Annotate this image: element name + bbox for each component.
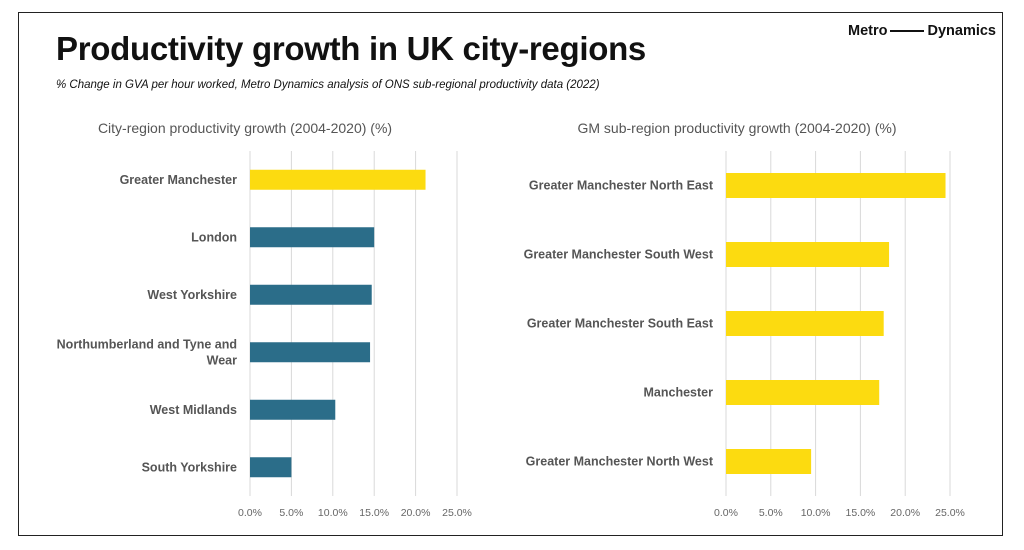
category-label: Northumberland and Tyne and <box>57 337 237 351</box>
category-label: London <box>191 230 237 244</box>
tick-label: 0.0% <box>238 507 262 519</box>
page-title: Productivity growth in UK city-regions <box>56 30 646 67</box>
bar <box>250 457 292 478</box>
category-label: West Yorkshire <box>147 288 237 302</box>
tick-label: 5.0% <box>279 507 303 519</box>
bar <box>726 242 890 267</box>
tick-label: 25.0% <box>935 507 965 519</box>
page-subtitle: % Change in GVA per hour worked, Metro D… <box>56 79 600 91</box>
category-label: Wear <box>207 353 237 367</box>
bar <box>250 169 426 190</box>
category-label: Manchester <box>644 386 714 400</box>
tick-label: 20.0% <box>401 507 431 519</box>
tick-label: 0.0% <box>714 507 738 519</box>
bar <box>250 399 336 420</box>
brand-logo: Metro Dynamics <box>848 23 996 39</box>
bar <box>250 342 371 363</box>
tick-label: 5.0% <box>759 507 783 519</box>
brand-logo-left: Metro <box>848 23 888 39</box>
chart-title: City-region productivity growth (2004-20… <box>98 120 392 136</box>
tick-label: 20.0% <box>890 507 920 519</box>
bar <box>250 227 375 248</box>
tick-label: 15.0% <box>846 507 876 519</box>
bar <box>726 311 884 336</box>
brand-logo-line <box>890 30 925 32</box>
tick-label: 10.0% <box>801 507 831 519</box>
tick-label: 15.0% <box>359 507 389 519</box>
category-label: West Midlands <box>150 403 237 417</box>
bar <box>250 284 372 305</box>
category-label: Greater Manchester South West <box>524 248 714 262</box>
category-label: Greater Manchester South East <box>527 317 714 331</box>
category-label: Greater Manchester North East <box>529 179 714 193</box>
category-label: South Yorkshire <box>142 460 237 474</box>
bar <box>726 173 946 198</box>
category-label: Greater Manchester <box>120 173 238 187</box>
tick-label: 25.0% <box>442 507 472 519</box>
bar <box>726 380 880 405</box>
tick-label: 10.0% <box>318 507 348 519</box>
slide-frame <box>18 12 1003 536</box>
bar <box>726 449 812 474</box>
category-label: Greater Manchester North West <box>526 455 714 469</box>
brand-logo-right: Dynamics <box>927 23 996 39</box>
chart-title: GM sub-region productivity growth (2004-… <box>577 120 896 136</box>
